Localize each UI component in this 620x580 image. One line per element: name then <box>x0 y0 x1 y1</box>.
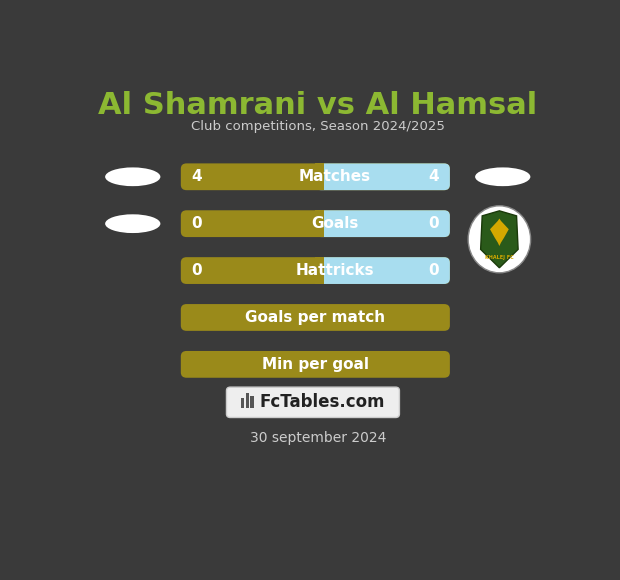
Ellipse shape <box>105 168 161 186</box>
Text: Hattricks: Hattricks <box>295 263 374 278</box>
FancyBboxPatch shape <box>246 393 249 408</box>
FancyBboxPatch shape <box>181 304 450 331</box>
Text: Min per goal: Min per goal <box>262 357 369 372</box>
Polygon shape <box>480 211 518 268</box>
FancyBboxPatch shape <box>316 211 450 237</box>
Text: 4: 4 <box>428 169 440 184</box>
FancyBboxPatch shape <box>181 211 450 237</box>
Text: 0: 0 <box>192 263 202 278</box>
FancyBboxPatch shape <box>241 398 244 408</box>
Text: Goals per match: Goals per match <box>246 310 386 325</box>
Text: FcTables.com: FcTables.com <box>260 393 385 411</box>
FancyBboxPatch shape <box>250 396 254 408</box>
Text: 0: 0 <box>192 216 202 231</box>
Ellipse shape <box>475 168 530 186</box>
Text: Club competitions, Season 2024/2025: Club competitions, Season 2024/2025 <box>191 120 445 133</box>
Text: 30 september 2024: 30 september 2024 <box>250 431 386 445</box>
FancyBboxPatch shape <box>316 164 450 190</box>
FancyBboxPatch shape <box>181 351 450 378</box>
FancyBboxPatch shape <box>181 164 450 190</box>
Text: 0: 0 <box>428 216 440 231</box>
FancyBboxPatch shape <box>181 257 450 284</box>
Text: KHALEJ FC: KHALEJ FC <box>485 255 514 260</box>
Polygon shape <box>490 219 509 246</box>
Text: Al Shamrani vs Al Hamsal: Al Shamrani vs Al Hamsal <box>98 91 538 120</box>
Ellipse shape <box>468 206 531 273</box>
Text: 0: 0 <box>428 263 440 278</box>
Text: Matches: Matches <box>298 169 371 184</box>
FancyBboxPatch shape <box>316 211 324 237</box>
Text: 4: 4 <box>192 169 202 184</box>
Text: Goals: Goals <box>311 216 358 231</box>
FancyBboxPatch shape <box>316 257 450 284</box>
FancyBboxPatch shape <box>316 257 324 284</box>
FancyBboxPatch shape <box>316 164 324 190</box>
FancyBboxPatch shape <box>226 387 399 418</box>
Ellipse shape <box>105 214 161 233</box>
